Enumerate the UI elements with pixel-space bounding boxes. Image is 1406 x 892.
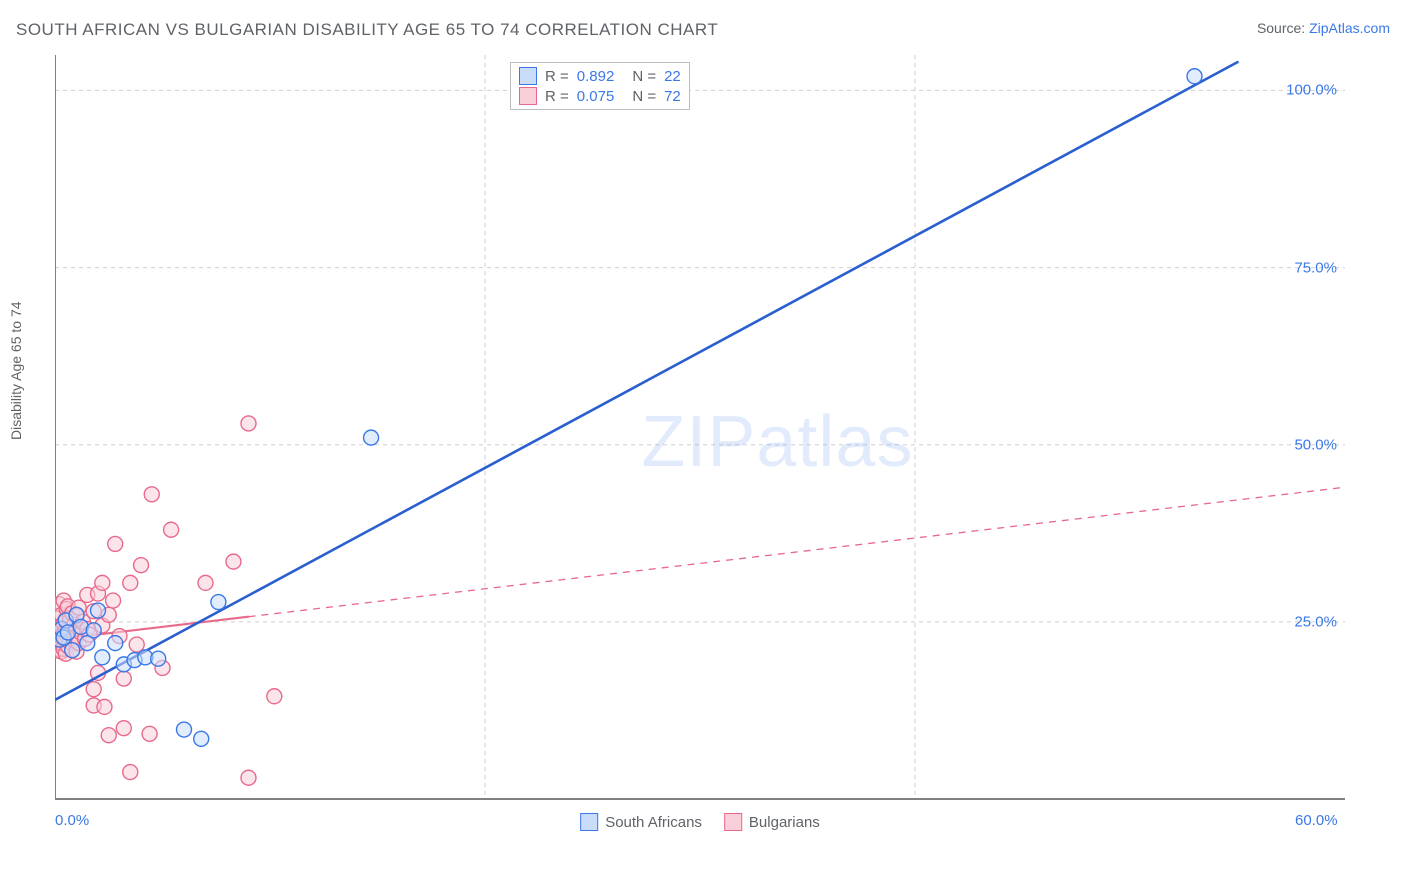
legend-swatch	[519, 67, 537, 85]
series-legend-item: Bulgarians	[724, 813, 820, 831]
y-axis-label: Disability Age 65 to 74	[8, 301, 24, 440]
stats-row: R = 0.892 N = 22	[519, 66, 681, 86]
chart-area: R = 0.892 N = 22 R = 0.075 N = 72 South Afr…	[55, 55, 1345, 835]
series-name: South Africans	[605, 814, 702, 831]
x-tick-label: 60.0%	[1295, 812, 1338, 829]
stats-row: R = 0.075 N = 72	[519, 86, 681, 106]
stat-r-value: 0.892	[577, 68, 615, 85]
scatter-plot	[55, 55, 1345, 835]
stat-r-value: 0.075	[577, 88, 615, 105]
y-tick-label: 75.0%	[1294, 259, 1337, 276]
stat-n-value: 22	[664, 68, 681, 85]
stat-r-label: R =	[545, 88, 569, 105]
legend-swatch	[724, 813, 742, 831]
series-name: Bulgarians	[749, 814, 820, 831]
stat-n-value: 72	[664, 88, 681, 105]
series-legend: South Africans Bulgarians	[580, 813, 820, 831]
chart-title: SOUTH AFRICAN VS BULGARIAN DISABILITY AG…	[16, 20, 718, 40]
stat-n-label: N =	[632, 68, 656, 85]
series-legend-item: South Africans	[580, 813, 702, 831]
stats-legend: R = 0.892 N = 22 R = 0.075 N = 72	[510, 62, 690, 110]
y-tick-label: 50.0%	[1294, 436, 1337, 453]
y-tick-label: 100.0%	[1286, 82, 1337, 99]
stat-r-label: R =	[545, 68, 569, 85]
source-link[interactable]: ZipAtlas.com	[1309, 20, 1390, 36]
source-attribution: Source: ZipAtlas.com	[1257, 20, 1390, 36]
legend-swatch	[580, 813, 598, 831]
source-label: Source:	[1257, 20, 1305, 36]
y-tick-label: 25.0%	[1294, 613, 1337, 630]
legend-swatch	[519, 87, 537, 105]
x-tick-label: 0.0%	[55, 812, 89, 829]
stat-n-label: N =	[632, 88, 656, 105]
